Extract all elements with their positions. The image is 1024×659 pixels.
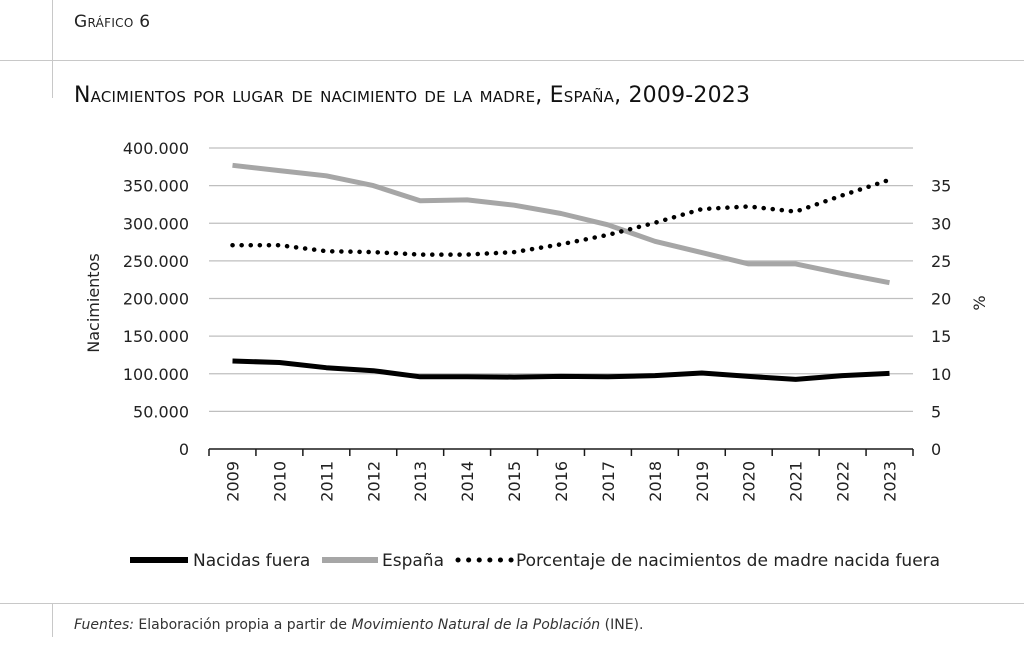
- series-lines: [230, 162, 892, 382]
- y-tick-label: 400.000: [123, 139, 189, 158]
- series-line-0: [232, 358, 890, 382]
- footer-separator: [0, 603, 1024, 604]
- left-margin-rule-top: [52, 0, 53, 98]
- header-separator: [0, 60, 1024, 61]
- series-line-2: [230, 177, 892, 257]
- y-tick-label: 350.000: [123, 177, 189, 196]
- left-margin-rule-bottom: [52, 603, 53, 637]
- y2-tick-label: 15: [931, 327, 951, 346]
- source-text-end: (INE).: [600, 617, 644, 633]
- y2-axis-ticks: 0 5 10 15 20 25 30 35: [931, 177, 951, 459]
- figure-number: Gráfico 6: [74, 12, 151, 32]
- legend: Nacidas fuera España Porcentaje de nacimie…: [130, 551, 940, 571]
- source-label: Fuentes:: [74, 617, 134, 633]
- y2-axis-label: %: [970, 295, 989, 310]
- x-tick-label: 2020: [740, 461, 759, 502]
- source-title: Movimiento Natural de la Población: [351, 617, 601, 633]
- x-tick-label: 2012: [364, 461, 383, 502]
- y-tick-label: 250.000: [123, 252, 189, 271]
- source-text: Elaboración propia a partir de: [133, 617, 352, 633]
- y2-tick-label: 20: [931, 290, 951, 309]
- y-axis-ticks: 0 50.000 100.000 150.000 200.000 250.000 300.0…: [123, 139, 189, 459]
- x-tick-label: 2009: [223, 461, 242, 502]
- y-tick-label: 100.000: [123, 365, 189, 384]
- y-tick-label: 150.000: [123, 327, 189, 346]
- x-tick-label: 2023: [881, 461, 900, 502]
- y2-tick-label: 5: [931, 402, 941, 421]
- legend-label-2: Porcentaje de nacimientos de madre nacid…: [516, 551, 940, 571]
- source-note: Fuentes: Elaboración propia a partir de …: [74, 617, 643, 633]
- series-line-1: [232, 162, 890, 286]
- x-axis: 2009 2010 2011 2012 2013 2014 2015 2016 2017 2018…: [208, 448, 914, 502]
- chart: 0 50.000 100.000 150.000 200.000 250.000 300.0…: [84, 139, 989, 571]
- chart-title: Nacimientos por lugar de nacimiento de l…: [74, 83, 751, 108]
- y-tick-label: 0: [179, 440, 189, 459]
- y-tick-label: 200.000: [123, 290, 189, 309]
- y2-tick-label: 25: [931, 252, 951, 271]
- x-tick-label: 2016: [552, 461, 571, 502]
- y-tick-label: 300.000: [123, 214, 189, 233]
- legend-label-1: España: [382, 551, 444, 571]
- x-tick-label: 2019: [693, 461, 712, 502]
- x-tick-label: 2013: [411, 461, 430, 502]
- gridlines: [209, 147, 913, 413]
- x-tick-label: 2010: [270, 461, 289, 502]
- x-tick-label: 2014: [458, 461, 477, 502]
- x-tick-label: 2022: [834, 461, 853, 502]
- x-tick-label: 2015: [505, 461, 524, 502]
- x-tick-label: 2017: [599, 461, 618, 502]
- y-tick-label: 50.000: [133, 402, 189, 421]
- legend-label-0: Nacidas fuera: [193, 551, 310, 571]
- x-tick-label: 2018: [646, 461, 665, 502]
- y2-tick-label: 35: [931, 177, 951, 196]
- y2-tick-label: 10: [931, 365, 951, 384]
- y2-tick-label: 30: [931, 214, 951, 233]
- x-tick-label: 2021: [787, 461, 806, 502]
- x-tick-label: 2011: [317, 461, 336, 502]
- y2-tick-label: 0: [931, 440, 941, 459]
- y-axis-label: Nacimientos: [84, 253, 103, 352]
